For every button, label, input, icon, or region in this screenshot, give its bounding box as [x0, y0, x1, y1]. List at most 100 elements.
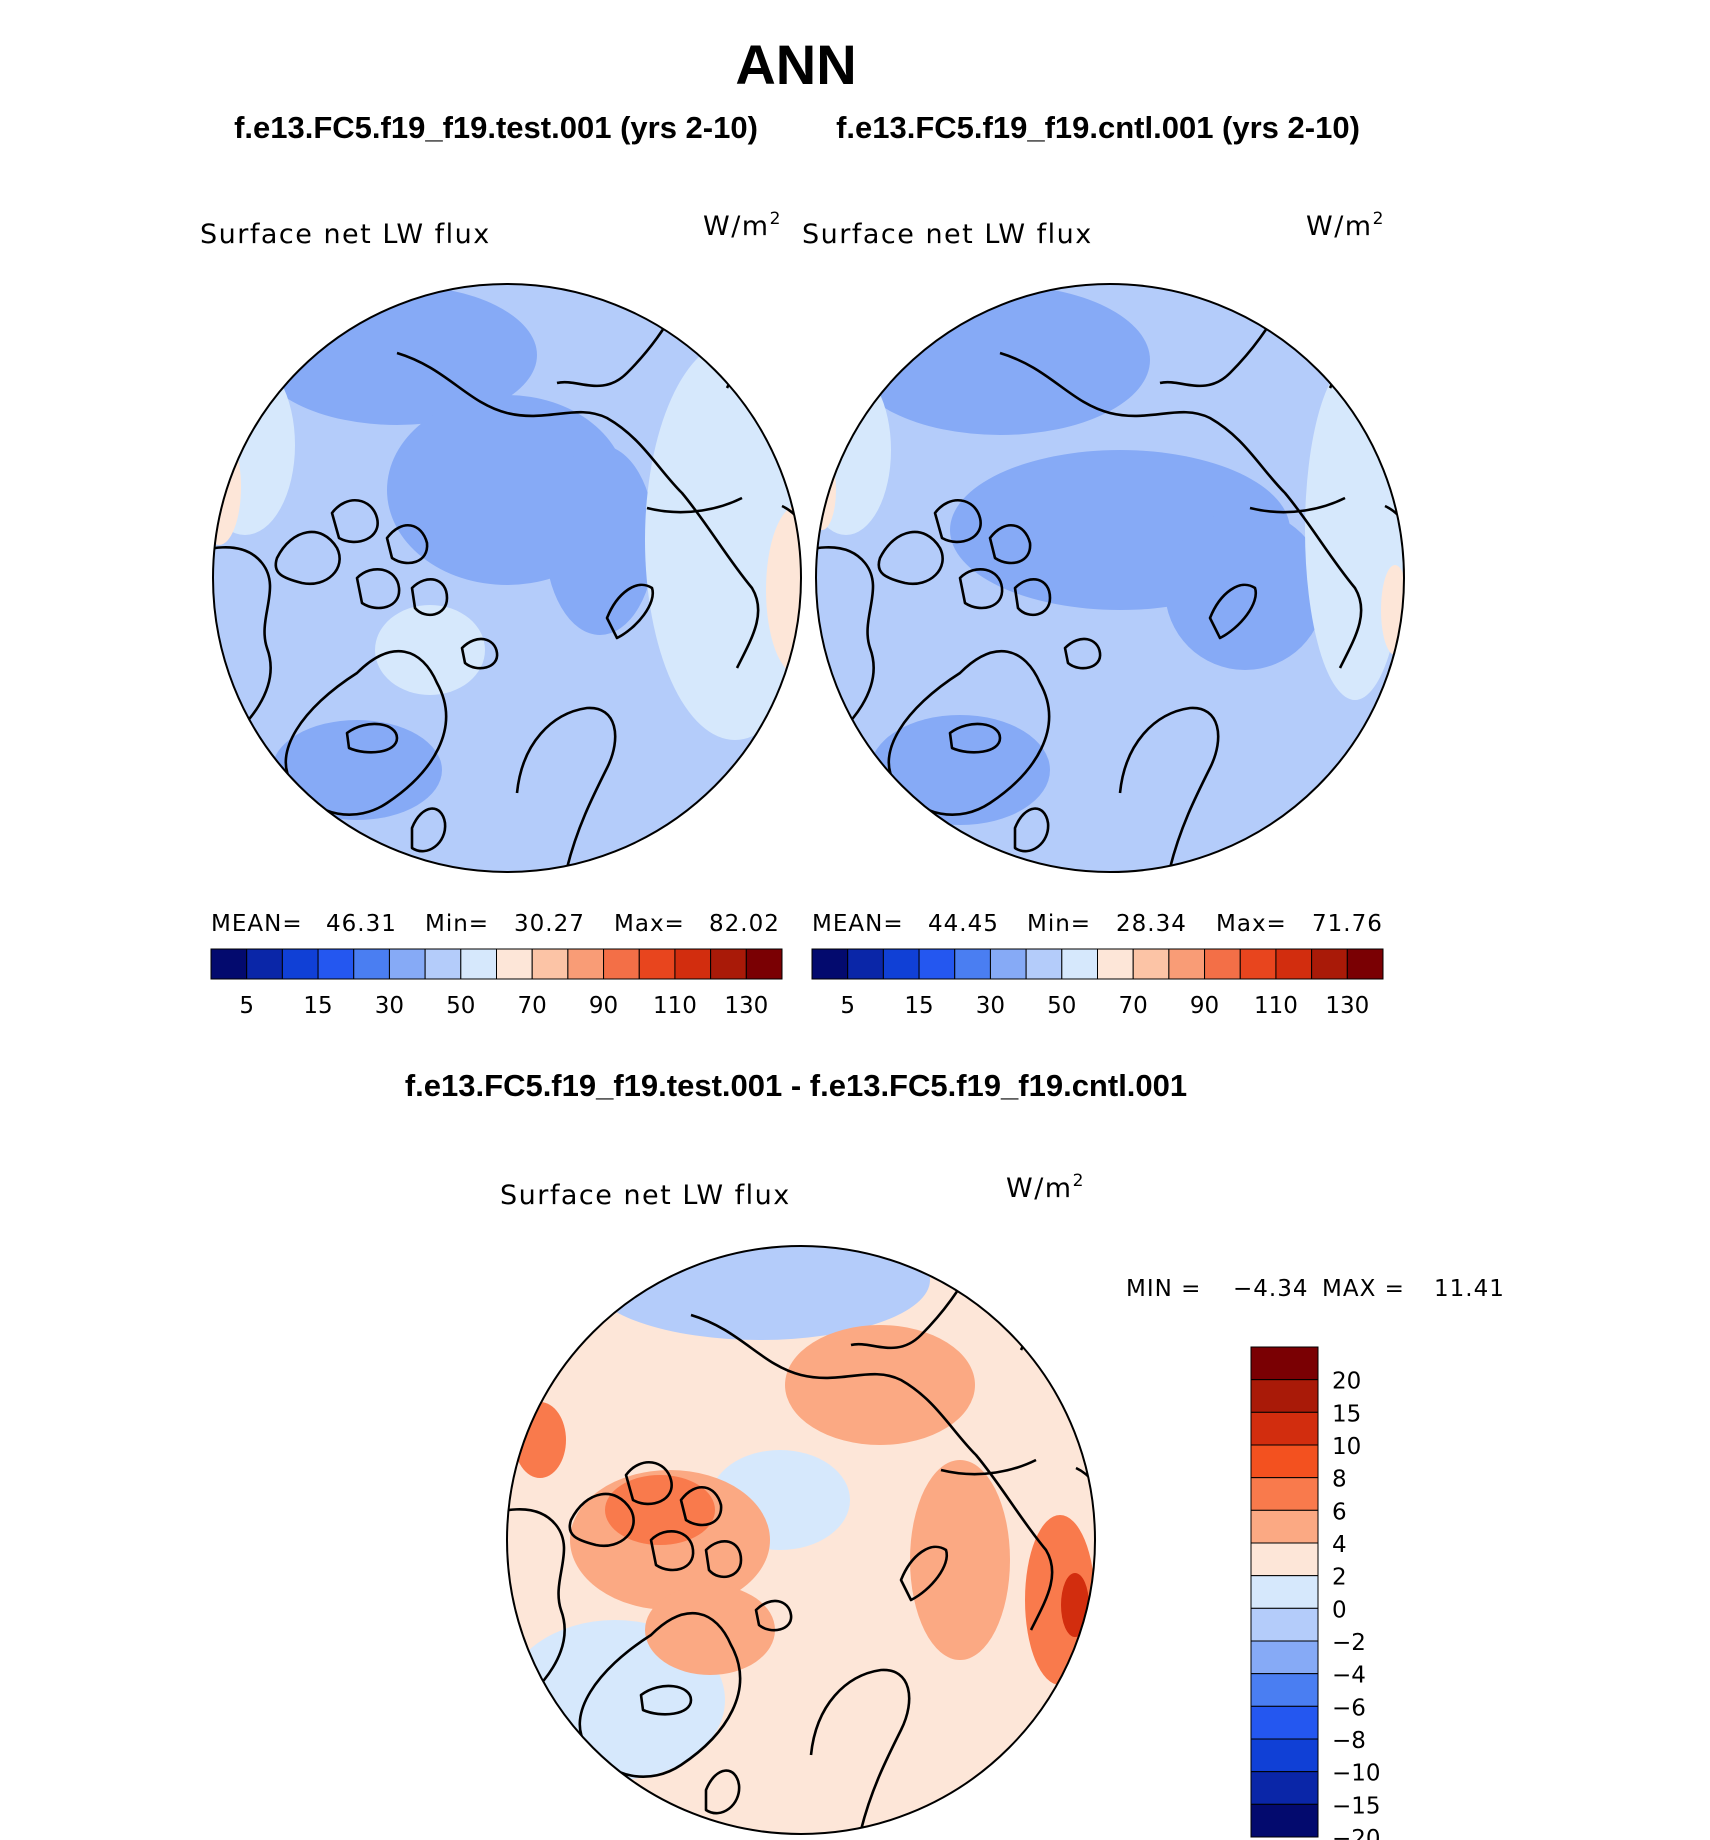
contour-patch	[590, 1246, 930, 1340]
colorbar-swatch	[1250, 1411, 1319, 1446]
colorbar-tick-label: −20	[1332, 1826, 1381, 1840]
map-boundary	[212, 283, 802, 873]
colorbar-tick-label: 4	[1332, 1532, 1347, 1558]
colorbar-tick-label: 50	[446, 993, 475, 1019]
colorbar-swatch	[460, 948, 497, 980]
max-value: 71.76	[1312, 911, 1383, 937]
control-units-exponent: 2	[1373, 209, 1385, 229]
colorbar-swatch	[1239, 948, 1277, 980]
colorbar-swatch	[1275, 948, 1313, 980]
control-panel-field-title: Surface net LW flux	[802, 219, 1093, 250]
colorbar-swatch	[710, 948, 747, 980]
control-polar-map	[816, 284, 1404, 872]
colorbar-swatch	[603, 948, 640, 980]
colorbar-swatch	[1250, 1771, 1319, 1805]
control-colorbar: 5 15 30 50 70 90 110 130	[811, 948, 1384, 1019]
map-boundary	[815, 283, 1405, 873]
contour-patch	[545, 445, 655, 635]
difference-title: f.e13.FC5.f19_f19.test.001 - f.e13.FC5.f…	[405, 1068, 1187, 1103]
difference-units-base: W/m	[1006, 1173, 1073, 1204]
colorbar-swatch	[1061, 948, 1098, 980]
colorbar-tick-label: 2	[1332, 1565, 1347, 1591]
colorbar-swatch	[1250, 1444, 1319, 1479]
max-label: Max=	[614, 911, 685, 937]
colorbar-swatch	[954, 948, 991, 980]
colorbar-swatch	[567, 948, 605, 980]
colorbar-tick-label: −10	[1332, 1761, 1381, 1787]
test-units-exponent: 2	[770, 209, 782, 229]
difference-stats-line: MIN = −4.34 MAX = 11.41	[1126, 1276, 1504, 1302]
control-case-title: f.e13.FC5.f19_f19.cntl.001 (yrs 2-10)	[836, 110, 1360, 145]
colorbar-tick-label: 8	[1332, 1467, 1347, 1493]
colorbar-swatch	[531, 948, 569, 980]
colorbar-swatch	[1250, 1738, 1319, 1773]
max-value: 82.02	[709, 911, 780, 937]
colorbar-tick-label: 110	[1254, 993, 1298, 1019]
colorbar-swatch	[496, 948, 533, 980]
map-boundary	[506, 1245, 1096, 1835]
contour-patch	[213, 429, 241, 545]
mean-label: MEAN=	[211, 911, 303, 937]
colorbar-tick-label: 6	[1332, 1499, 1347, 1525]
colorbar-tick-label: 5	[239, 993, 254, 1019]
colorbar-swatch	[246, 948, 283, 980]
colorbar-tick-label: −15	[1332, 1793, 1381, 1819]
colorbar-swatch	[918, 948, 956, 980]
min-label: Min=	[425, 911, 489, 937]
test-panel-units: W/m2	[703, 209, 782, 242]
colorbar-swatch	[1097, 948, 1134, 980]
colorbar-swatch	[1250, 1803, 1319, 1838]
colorbar-tick-label: 90	[589, 993, 618, 1019]
contour-patch	[1165, 510, 1325, 670]
contour-patch	[910, 1460, 1010, 1660]
colorbar-tick-label: 15	[904, 993, 933, 1019]
colorbar-swatch	[882, 948, 920, 980]
colorbar-swatch	[1346, 948, 1384, 980]
min-value: −4.34	[1233, 1276, 1308, 1302]
colorbar-swatch	[1250, 1509, 1319, 1544]
colorbar-swatch	[1250, 1346, 1319, 1381]
test-units-base: W/m	[703, 211, 770, 242]
colorbar-tick-label: 70	[518, 993, 547, 1019]
colorbar-swatch	[847, 948, 884, 980]
colorbar-swatch	[1250, 1575, 1319, 1609]
colorbar-tick-label: 50	[1047, 993, 1076, 1019]
min-label: MIN =	[1126, 1276, 1201, 1302]
colorbar-tick-label: 5	[840, 993, 855, 1019]
colorbar-swatch	[1250, 1379, 1319, 1413]
colorbar-swatch	[1204, 948, 1241, 980]
colorbar-swatch	[811, 948, 849, 980]
test-polar-map	[213, 284, 801, 872]
colorbar-tick-label: 15	[303, 993, 332, 1019]
contour-patch	[766, 505, 801, 675]
colorbar-tick-label: 30	[976, 993, 1005, 1019]
difference-panel-units: W/m2	[1006, 1171, 1085, 1204]
colorbar-swatch	[388, 948, 426, 980]
colorbar-swatch	[745, 948, 783, 980]
colorbar-swatch	[1250, 1542, 1319, 1577]
colorbar-swatch	[424, 948, 462, 980]
colorbar-swatch	[1250, 1673, 1319, 1707]
min-label: Min=	[1027, 911, 1091, 937]
control-stats-line: MEAN= 44.45 Min= 28.34 Max= 71.76	[812, 911, 1383, 937]
colorbar-swatch	[1250, 1477, 1319, 1511]
test-colorbar: 5 15 30 50 70 90 110 130	[210, 948, 783, 1019]
colorbar-tick-label: 130	[1325, 993, 1369, 1019]
contour-patch	[375, 605, 485, 695]
contour-patch	[514, 1402, 566, 1478]
control-case-panel: Surface net LW flux W/m2 MEAN= 44.45 Min…	[802, 209, 1405, 1019]
colorbar-swatch	[210, 948, 248, 980]
colorbar-tick-label: 130	[724, 993, 768, 1019]
colorbar-swatch	[674, 948, 712, 980]
colorbar-swatch	[638, 948, 676, 980]
season-title: ANN	[735, 33, 856, 96]
colorbar-swatch	[1250, 1607, 1319, 1642]
colorbar-swatch	[1132, 948, 1170, 980]
difference-panel-field-title: Surface net LW flux	[500, 1180, 791, 1211]
mean-value: 46.31	[326, 911, 397, 937]
colorbar-tick-label: 0	[1332, 1597, 1347, 1623]
colorbar-swatch	[1168, 948, 1206, 980]
max-label: MAX =	[1322, 1276, 1405, 1302]
colorbar-swatch	[1250, 1705, 1319, 1740]
